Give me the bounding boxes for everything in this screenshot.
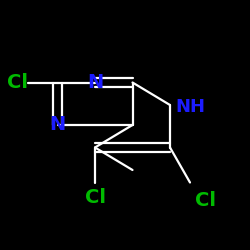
Text: NH: NH xyxy=(175,98,205,116)
Text: Cl: Cl xyxy=(84,188,105,207)
Text: Cl: Cl xyxy=(7,73,28,92)
Text: N: N xyxy=(50,116,66,134)
Text: N: N xyxy=(87,73,103,92)
Text: Cl: Cl xyxy=(194,190,216,210)
